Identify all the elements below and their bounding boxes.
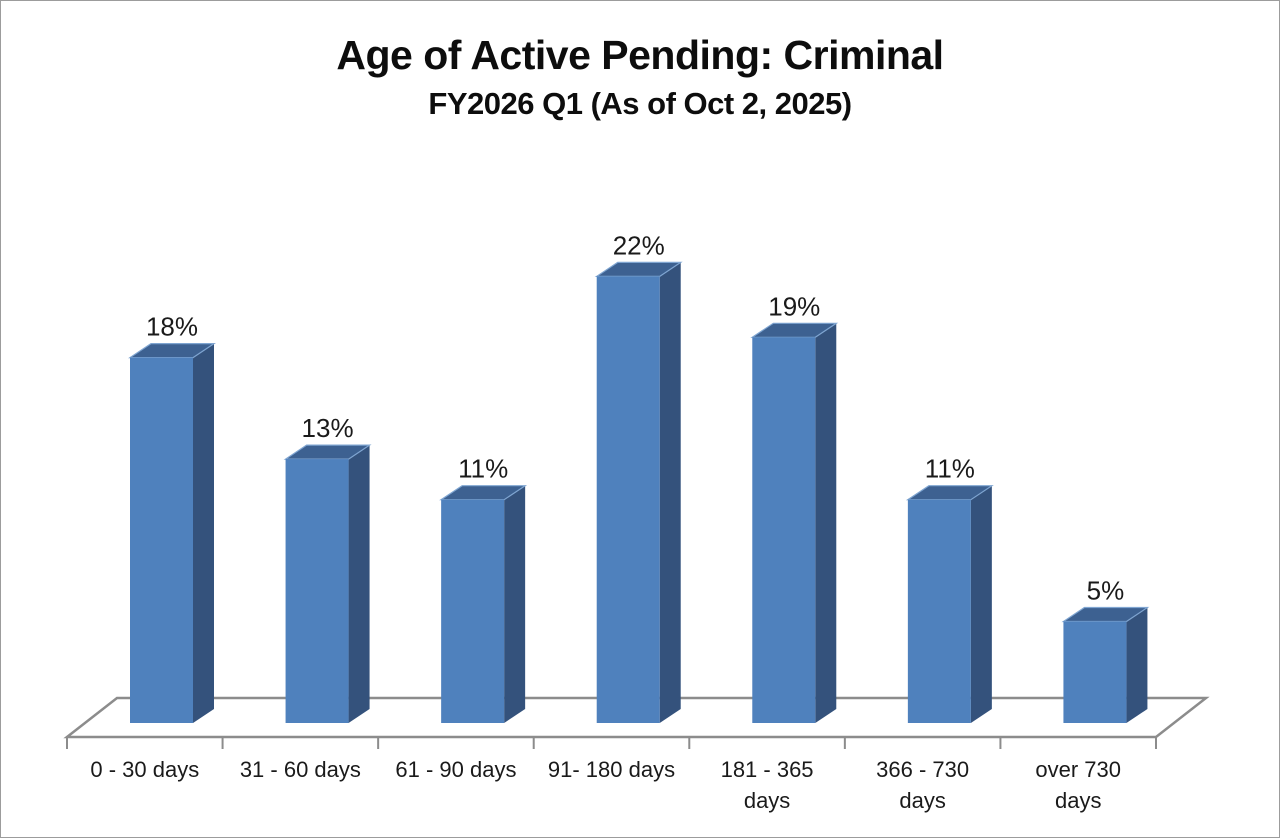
- bar-front-face: [596, 276, 660, 723]
- bar-value-label: 5%: [1087, 576, 1125, 606]
- bar-column-7: 5%: [1061, 576, 1150, 723]
- category-label: 91- 180 days: [548, 757, 675, 782]
- bar-column-2: 13%: [283, 413, 372, 723]
- category-label: over 730: [1035, 757, 1121, 782]
- category-label: 366 - 730: [876, 757, 969, 782]
- category-label: 0 - 30 days: [90, 757, 199, 782]
- category-label: 61 - 90 days: [395, 757, 516, 782]
- floor-plane: [63, 696, 1210, 739]
- category-label: 181 - 365: [721, 757, 814, 782]
- bar-side-face: [659, 262, 681, 723]
- bar-side-face: [193, 343, 214, 723]
- category-label: days: [1055, 788, 1101, 813]
- bar-front-face: [285, 459, 349, 723]
- bar-front-face: [130, 357, 193, 723]
- bar-side-face: [504, 485, 526, 723]
- category-label: days: [744, 788, 790, 813]
- bar-front-face: [907, 499, 971, 723]
- category-label: 31 - 60 days: [240, 757, 361, 782]
- category-label: days: [899, 788, 945, 813]
- bar-column-5: 19%: [750, 291, 839, 723]
- bar-value-label: 11%: [458, 454, 508, 484]
- bar-column-6: 11%: [905, 454, 994, 723]
- bar-column-3: 11%: [439, 454, 528, 723]
- bar-value-label: 22%: [613, 230, 665, 260]
- bar-column-4: 22%: [594, 230, 683, 723]
- bar-value-label: 18%: [146, 312, 198, 342]
- bar-value-label: 11%: [925, 454, 975, 484]
- bar-column-1: 18%: [128, 312, 216, 723]
- bar-front-face: [1063, 621, 1127, 723]
- bar-front-face: [752, 337, 816, 723]
- bar-value-label: 19%: [768, 291, 820, 321]
- bar-side-face: [1126, 607, 1148, 723]
- bar-value-label: 13%: [302, 413, 354, 443]
- chart-title: Age of Active Pending: Criminal: [336, 32, 944, 78]
- bar-side-face: [970, 485, 992, 723]
- chart-subtitle: FY2026 Q1 (As of Oct 2, 2025): [428, 86, 852, 121]
- bar-side-face: [815, 323, 837, 723]
- bar-front-face: [441, 499, 505, 723]
- bar-side-face: [348, 445, 370, 723]
